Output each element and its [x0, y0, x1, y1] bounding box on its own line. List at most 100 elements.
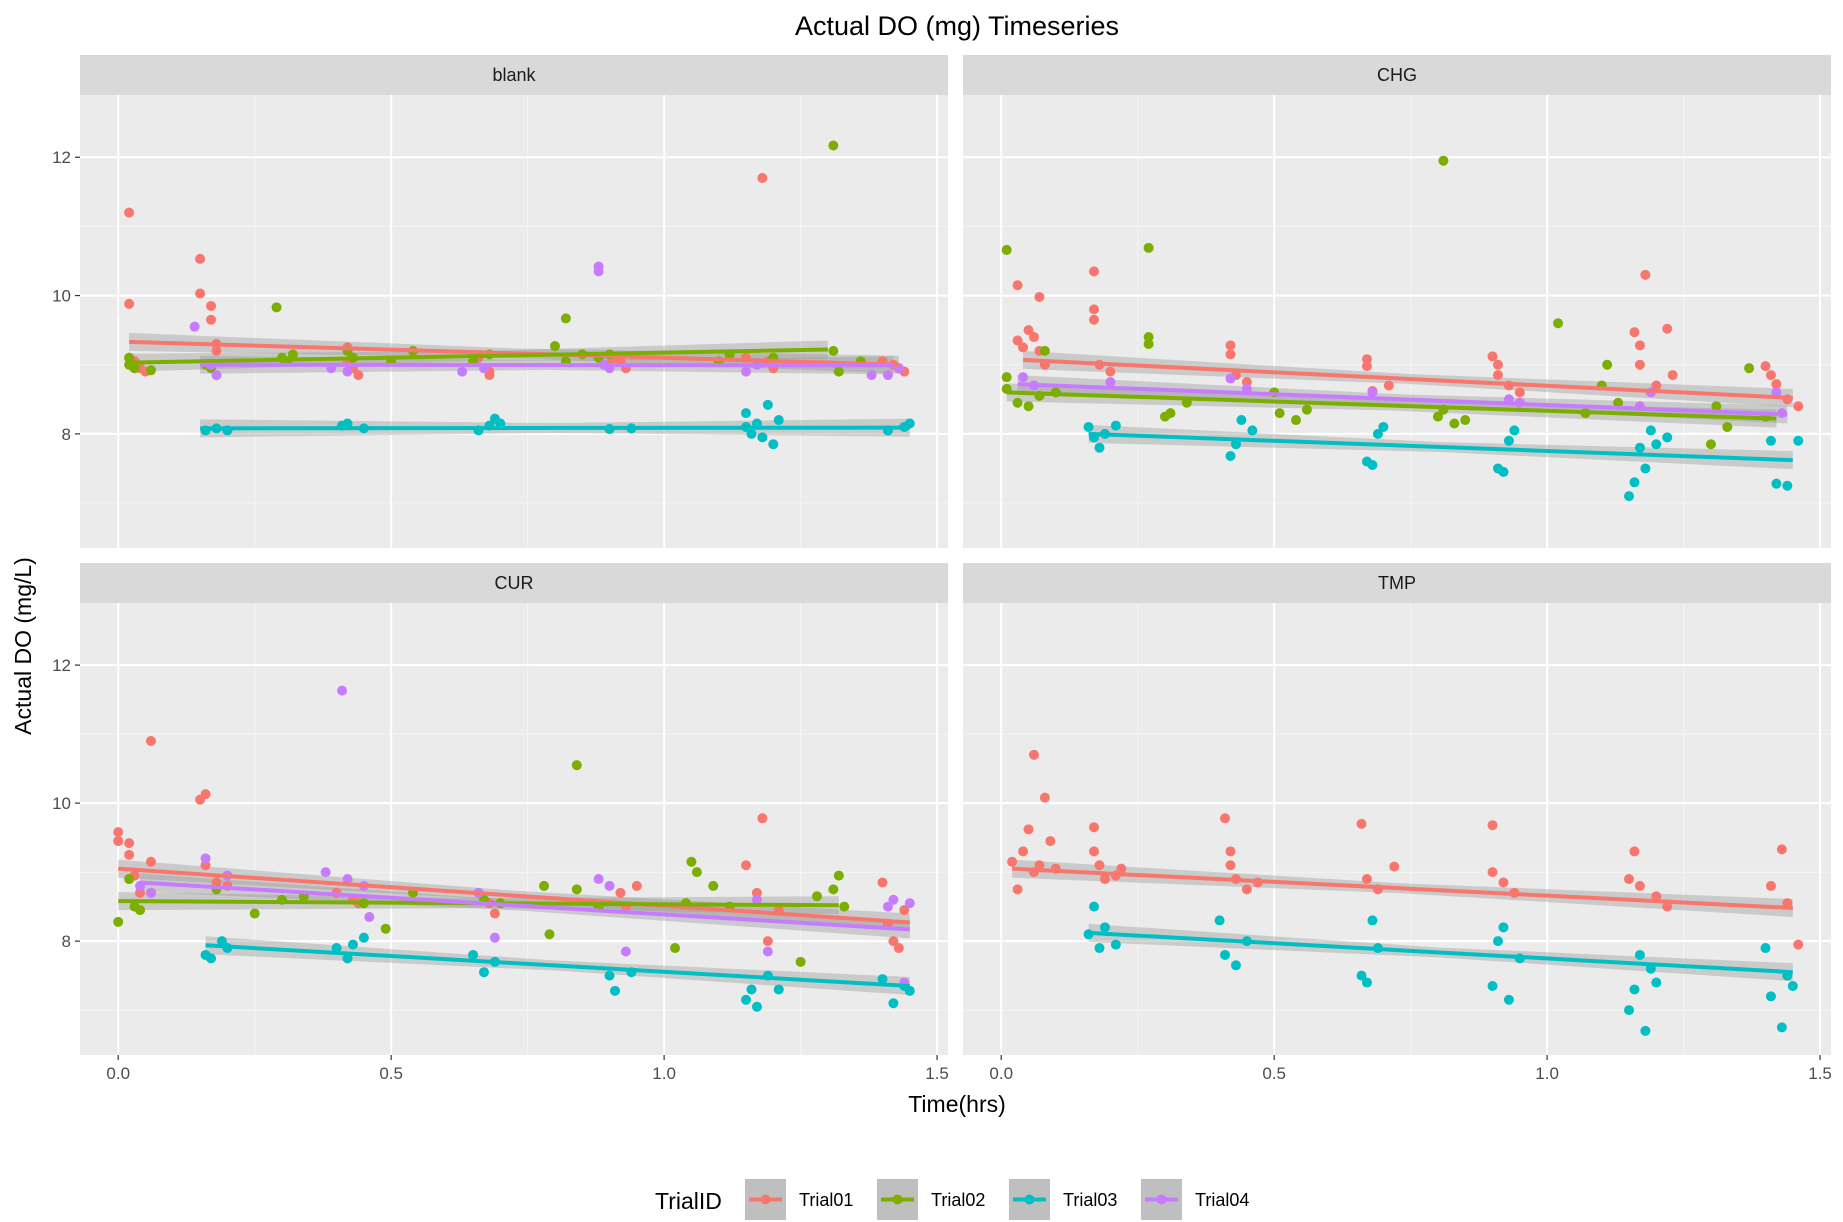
data-point-trial01 — [888, 936, 899, 947]
data-point-trial01 — [1634, 880, 1645, 891]
data-point-trial02 — [380, 923, 391, 934]
y-tick-label: 8 — [62, 425, 71, 444]
data-point-trial01 — [757, 172, 768, 183]
data-point-trial03 — [1629, 477, 1640, 488]
data-point-trial04 — [1771, 387, 1782, 398]
data-point-trial03 — [1503, 435, 1514, 446]
data-point-trial01 — [1383, 380, 1394, 391]
data-point-trial02 — [1143, 332, 1154, 343]
data-point-trial03 — [1214, 915, 1225, 926]
data-point-trial01 — [1089, 314, 1100, 325]
legend-key-point — [892, 1194, 903, 1205]
data-point-trial03 — [1651, 977, 1662, 988]
legend-key-point — [760, 1194, 771, 1205]
data-point-trial03 — [1356, 970, 1367, 981]
data-point-trial02 — [670, 943, 681, 954]
data-point-trial03 — [751, 1001, 762, 1012]
x-tick-label: 0.5 — [379, 1064, 403, 1083]
data-point-trial01 — [1389, 861, 1400, 872]
data-point-trial01 — [124, 838, 135, 849]
data-point-trial01 — [1776, 844, 1787, 855]
data-point-trial04 — [604, 880, 615, 891]
data-point-trial01 — [1487, 867, 1498, 878]
panel-cur: CUR 8 10 12 0.0 0.5 1.0 1.5 — [52, 563, 949, 1083]
data-point-trial01 — [1765, 880, 1776, 891]
data-point-trial02 — [560, 313, 571, 324]
data-point-trial03 — [746, 428, 757, 439]
x-axis-title: Time(hrs) — [908, 1091, 1006, 1117]
data-point-trial03 — [1640, 463, 1651, 474]
data-point-trial01 — [1662, 323, 1673, 334]
y-tick-label: 12 — [52, 656, 71, 675]
data-point-trial01 — [1105, 366, 1116, 377]
panel-background — [963, 95, 1831, 548]
data-point-trial04 — [904, 898, 915, 909]
data-point-trial01 — [145, 856, 156, 867]
panel-tmp: TMP 0.0 0.5 1.0 1.5 — [963, 563, 1832, 1083]
data-point-trial02 — [686, 856, 697, 867]
data-point-trial03 — [1110, 939, 1121, 950]
trend-line-trial01 — [118, 866, 910, 925]
panels: blank 8 10 12 CHG CUR 8 10 12 0.0 0.5 1.0 1.5 TMP 0.0 0… — [52, 55, 1832, 1083]
trend-line-trial03 — [1088, 930, 1793, 975]
facet-strip — [80, 563, 948, 603]
data-point-trial02 — [1602, 359, 1613, 370]
data-point-trial01 — [1045, 836, 1056, 847]
data-point-trial02 — [287, 349, 298, 360]
data-point-trial03 — [1776, 1022, 1787, 1033]
data-point-trial01 — [145, 736, 156, 747]
data-point-trial04 — [751, 894, 762, 905]
data-point-trial03 — [331, 943, 342, 954]
data-point-trial04 — [364, 911, 375, 922]
legend-item-trial01: Trial01 — [745, 1179, 853, 1220]
x-tick-label: 0.0 — [106, 1064, 130, 1083]
data-point-trial01 — [206, 300, 217, 311]
data-point-trial02 — [1705, 439, 1716, 450]
data-point-trial04 — [320, 867, 331, 878]
data-point-trial01 — [1023, 325, 1034, 336]
data-point-trial01 — [1760, 361, 1771, 372]
data-point-trial03 — [1634, 949, 1645, 960]
facet-strip-label: blank — [492, 65, 536, 85]
trend-line-trial02 — [1006, 390, 1777, 421]
data-point-trial03 — [1662, 432, 1673, 443]
data-point-trial04 — [457, 366, 468, 377]
data-point-trial03 — [904, 985, 915, 996]
x-tick-label: 0.5 — [1262, 1064, 1286, 1083]
data-point-trial02 — [571, 884, 582, 895]
y-tick-label: 12 — [52, 148, 71, 167]
facet-strip — [963, 55, 1831, 95]
data-point-trial02 — [1143, 242, 1154, 253]
x-tick-label: 1.5 — [1808, 1064, 1832, 1083]
data-point-trial03 — [468, 949, 479, 960]
y-tick-label: 10 — [52, 287, 71, 306]
data-point-trial02 — [1001, 372, 1012, 383]
data-point-trial01 — [1018, 342, 1029, 353]
data-point-trial04 — [1018, 372, 1029, 383]
data-point-trial03 — [741, 408, 752, 419]
data-point-trial01 — [1241, 377, 1252, 388]
data-point-trial01 — [1624, 874, 1635, 885]
data-point-trial02 — [811, 891, 822, 902]
data-point-trial01 — [1487, 820, 1498, 831]
data-point-trial02 — [1301, 404, 1312, 415]
data-point-trial01 — [1099, 874, 1110, 885]
facet-strip — [80, 55, 948, 95]
data-point-trial01 — [200, 789, 211, 800]
data-point-trial02 — [833, 870, 844, 881]
data-point-trial04 — [593, 874, 604, 885]
data-point-trial01 — [1241, 884, 1252, 895]
data-point-trial01 — [1089, 304, 1100, 315]
data-point-trial03 — [1760, 943, 1771, 954]
x-tick-label: 1.0 — [1535, 1064, 1559, 1083]
data-point-trial03 — [1509, 425, 1520, 436]
panel-blank: blank 8 10 12 — [52, 55, 948, 548]
trend-line-trial04 — [1017, 382, 1788, 417]
data-point-trial04 — [342, 874, 353, 885]
data-point-trial02 — [1722, 421, 1733, 432]
legend-key-point — [1024, 1194, 1035, 1205]
data-point-trial01 — [757, 813, 768, 824]
data-point-trial01 — [751, 887, 762, 898]
data-point-trial03 — [495, 418, 506, 429]
facet-strip-label: CHG — [1377, 65, 1417, 85]
